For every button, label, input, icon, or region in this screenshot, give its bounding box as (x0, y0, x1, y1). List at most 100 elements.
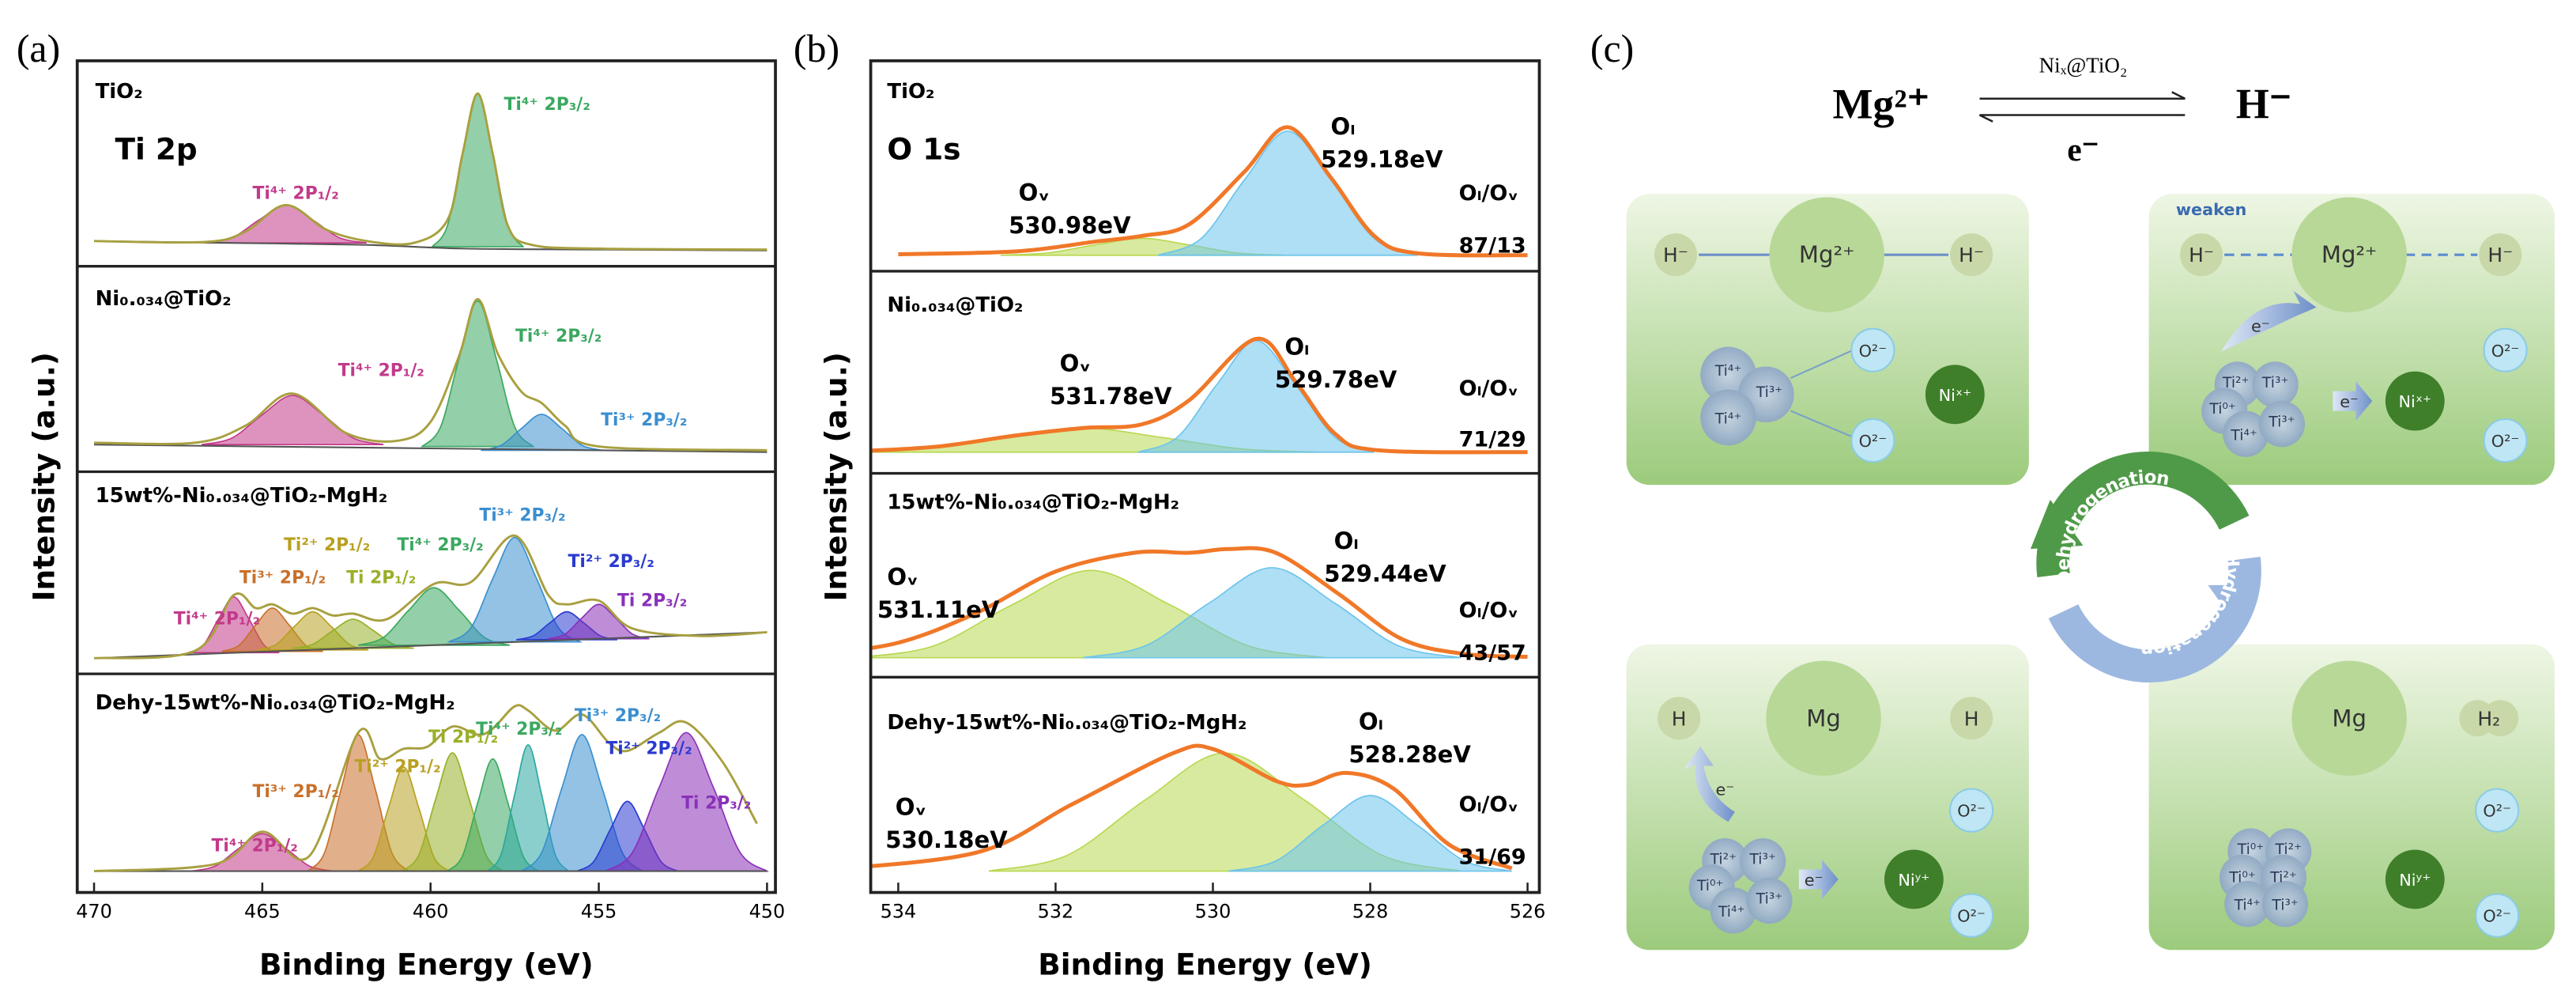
sample-label: TiO₂ (887, 80, 934, 104)
x-tick-label: 450 (749, 901, 786, 923)
equilibrium-arrows (1978, 91, 2186, 123)
species: Ti⁴⁺ (1714, 363, 1741, 380)
peak-position: 528.28eV (1348, 741, 1471, 768)
peak-label: Ti⁴⁺ 2P₁/₂ (212, 836, 298, 856)
species: H⁻ (1663, 244, 1688, 267)
species: Mg (1806, 705, 1841, 731)
x-tick-label: 528 (1352, 901, 1389, 923)
peak-label: Ti⁴⁺ 2P₃/₂ (504, 95, 590, 115)
background-line (93, 444, 768, 453)
species: Ti³⁺ (1756, 384, 1782, 401)
x-tick-label: 534 (881, 901, 917, 923)
peak-label: Ti³⁺ 2P₁/₂ (239, 569, 326, 588)
peak-label: Ti²⁺ 2P₃/₂ (605, 739, 692, 759)
species: O²⁻ (2483, 907, 2511, 926)
species: Ti²⁺ (2275, 841, 2302, 858)
peak-name: Oᵥ (887, 564, 918, 591)
envelope-line (870, 743, 1513, 871)
peak-name: Oₗ (1284, 334, 1309, 361)
species: Ti⁴⁺ (2234, 898, 2261, 914)
sample-label: TiO₂ (96, 80, 143, 104)
peak-name: Oₗ (1359, 708, 1383, 735)
peak-label: Ti 2P₃/₂ (617, 592, 687, 611)
peak-component (421, 300, 535, 448)
species: Ti²⁺ (1710, 851, 1737, 868)
sample-label: Dehy-15wt%-Ni₀.₀₃₄@TiO₂-MgH₂ (96, 691, 455, 715)
peak-name: Oₗ (1334, 527, 1359, 554)
region-label: Ti 2p (115, 132, 198, 167)
species: Mg (2332, 705, 2367, 731)
peak-position: 530.98eV (1009, 212, 1131, 239)
x-tick-label: 460 (413, 901, 449, 923)
species: Ti⁰⁺ (2208, 401, 2235, 418)
product: H⁻ (2236, 81, 2292, 128)
background-line (93, 631, 768, 660)
annotation: weaken (2176, 200, 2246, 219)
species: Ti²⁺ (2222, 375, 2249, 391)
region-label: O 1s (887, 132, 960, 167)
plot-area (870, 125, 1528, 872)
ratio-label: Oₗ/Oᵥ (1459, 792, 1518, 817)
envelope-line (870, 336, 1528, 455)
sample-label: Dehy-15wt%-Ni₀.₀₃₄@TiO₂-MgH₂ (887, 711, 1247, 735)
peak-label: Ti 2P₃/₂ (681, 793, 751, 813)
species: O²⁻ (2491, 432, 2520, 451)
y-axis-title: Intensity (a.u.) (27, 352, 62, 601)
panel-label: (c) (1590, 27, 1634, 70)
peak-label: Ti³⁺ 2P₃/₂ (601, 410, 687, 430)
peak-component (1157, 130, 1418, 256)
species: Niˣ⁺ (2399, 392, 2431, 411)
mechanism-diagram: (c) Mg²⁺ H⁻ Niₓ@TiO₂ e⁻ Dehydrogenation … (1590, 27, 2555, 951)
sample-label: Ni₀.₀₃₄@TiO₂ (96, 287, 232, 311)
peak-label: Ti⁴⁺ 2P₁/₂ (253, 183, 339, 203)
peak-label: Ti³⁺ 2P₁/₂ (253, 782, 339, 802)
peak-label: Ti⁴⁺ 2P₃/₂ (397, 535, 483, 555)
panel-label: (a) (17, 27, 60, 70)
peak-component (603, 731, 770, 872)
species: e⁻ (1805, 871, 1824, 890)
species: Ti⁰⁺ (2228, 869, 2255, 886)
state-texts: H⁻ Mg²⁺ H⁻ Ti⁴⁺ Ti³⁺ Ti⁴⁺ O²⁻ O²⁻ Niˣ⁺ w… (1663, 200, 2519, 926)
sample-label: 15wt%-Ni₀.₀₃₄@TiO₂-MgH₂ (887, 490, 1179, 514)
species: Niʸ⁺ (1898, 871, 1929, 890)
sample-label: Ni₀.₀₃₄@TiO₂ (887, 293, 1023, 317)
peak-label: Ti⁴⁺ 2P₁/₂ (174, 610, 260, 629)
peak-label: Ti²⁺ 2P₃/₂ (568, 552, 654, 572)
x-tick-label: 532 (1038, 901, 1074, 923)
peak-label: Ti⁴⁺ 2P₃/₂ (476, 720, 562, 739)
envelope-line (94, 297, 768, 452)
peak-component (548, 603, 650, 640)
x-tick-label: 470 (76, 901, 112, 923)
envelope-line (870, 546, 1528, 659)
peak-label: Ti 2P₁/₂ (428, 728, 498, 747)
peak-label: Ti²⁺ 2P₁/₂ (284, 535, 370, 555)
ratio-label: Oₗ/Oᵥ (1459, 181, 1518, 206)
species: Ti³⁺ (1756, 890, 1782, 907)
sample-label: 15wt%-Ni₀.₀₃₄@TiO₂-MgH₂ (96, 484, 388, 508)
species: O²⁻ (1859, 342, 1888, 361)
envelope-line (93, 534, 768, 660)
shapes (1654, 197, 2528, 938)
species: O²⁻ (2491, 342, 2520, 361)
species: Niʸ⁺ (2399, 871, 2431, 890)
electron: e⁻ (2067, 131, 2099, 168)
species: Mg²⁺ (2321, 241, 2378, 268)
peak-component (205, 204, 367, 244)
species: H₂ (2477, 707, 2500, 730)
catalyst: Niₓ@TiO₂ (2039, 53, 2128, 77)
x-tick-label: 455 (581, 901, 617, 923)
plot-frame (75, 59, 777, 894)
peak-label: Ti³⁺ 2P₃/₂ (479, 506, 565, 526)
peak-label: Ti⁴⁺ 2P₃/₂ (515, 327, 602, 346)
species: e⁻ (2251, 317, 2270, 336)
peak-component (202, 395, 384, 446)
species: Ti³⁺ (2271, 898, 2298, 914)
species: Ti³⁺ (2261, 375, 2288, 391)
ratio-value: 43/57 (1459, 641, 1526, 666)
peak-position: 529.78eV (1275, 366, 1397, 393)
ratio-value: 31/69 (1459, 845, 1526, 869)
peak-name: Oₗ (1331, 113, 1356, 140)
envelope-line (898, 125, 1528, 258)
